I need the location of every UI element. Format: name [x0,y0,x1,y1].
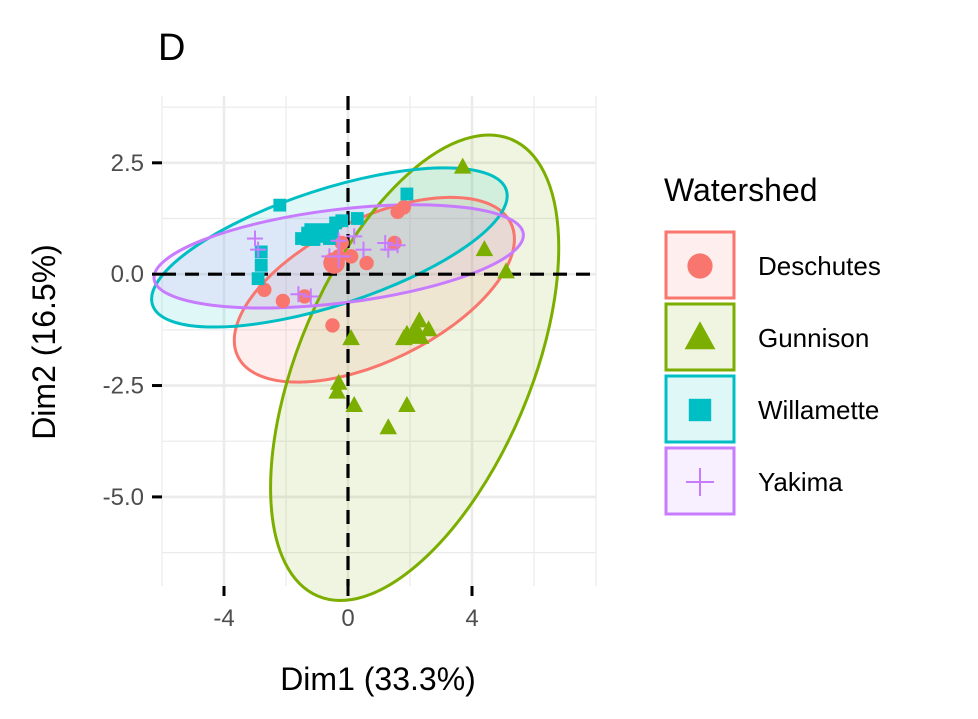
data-point-willamette [254,258,268,272]
data-point-yakima [302,288,319,305]
legend-key-willamette [688,398,712,422]
data-point-gunnison [379,418,398,435]
confidence-ellipse-fill [234,197,515,383]
data-point-gunnison [497,262,515,279]
data-point-yakima [355,241,372,258]
data-point-willamette [254,245,268,259]
data-point-gunnison [328,382,346,399]
data-point-gunnison [398,395,416,412]
legend-key-gunnison [684,321,716,350]
y-tick-label: -5.0 [103,484,144,511]
group-mean-yakima [326,244,351,269]
y-tick-label: 2.5 [111,150,144,177]
data-point-deschutes [390,204,405,220]
group-mean-willamette [301,226,321,246]
data-point-willamette [335,214,349,228]
data-point-yakima [380,241,397,258]
legend-label-willamette: Willamette [758,395,879,425]
y-tick-label: -2.5 [103,373,144,400]
legend-label-gunnison: Gunnison [758,323,869,353]
plot-title: D [158,27,185,69]
legend-label-deschutes: Deschutes [758,251,881,281]
x-tick-label: 4 [465,605,478,632]
data-point-deschutes [343,249,359,264]
data-point-willamette [273,198,287,212]
data-point-yakima [250,241,267,258]
legend-key-deschutes [687,253,713,279]
data-point-gunnison [342,329,360,346]
confidence-ellipse [152,203,525,310]
data-point-deschutes [359,255,374,271]
y-axis-title: Dim2 (16.5%) [26,244,62,440]
data-point-yakima [389,237,406,254]
legend-item-deschutes: Deschutes [664,230,881,300]
data-point-yakima [346,228,363,245]
data-point-yakima [377,235,394,251]
data-point-gunnison [475,240,494,257]
data-point-deschutes [257,282,272,297]
data-point-gunnison [419,320,438,337]
data-point-willamette [350,212,364,225]
x-axis-title: Dim1 (33.3%) [280,661,476,697]
plot-area: 2.5 0.0 -2.5 -5.0 -4 0 4 [103,96,597,632]
legend-key-yakima [686,468,714,496]
group-mean-gunnison [403,319,430,344]
confidence-ellipse [269,133,561,602]
data-point-gunnison [453,157,472,174]
y-tick-label: 0.0 [111,261,144,288]
legend: Watershed Deschutes Gunnison Willamette Yak… [664,172,881,516]
legend-item-willamette: Willamette [664,374,879,444]
data-point-gunnison [345,395,363,412]
x-tick-label: 0 [341,605,354,632]
x-tick-label: -4 [213,605,234,632]
data-point-willamette [251,272,265,286]
legend-item-gunnison: Gunnison [664,302,869,372]
data-point-willamette [326,225,339,239]
data-point-deschutes [325,318,340,333]
legend-item-yakima: Yakima [664,446,843,516]
legend-title: Watershed [664,172,818,208]
data-point-yakima [247,230,263,247]
confidence-ellipse-fill [151,167,508,328]
data-point-deschutes [275,293,291,309]
legend-label-yakima: Yakima [758,467,843,497]
data-point-willamette [400,187,414,201]
data-point-gunnison [329,373,348,390]
data-point-yakima [290,286,307,303]
